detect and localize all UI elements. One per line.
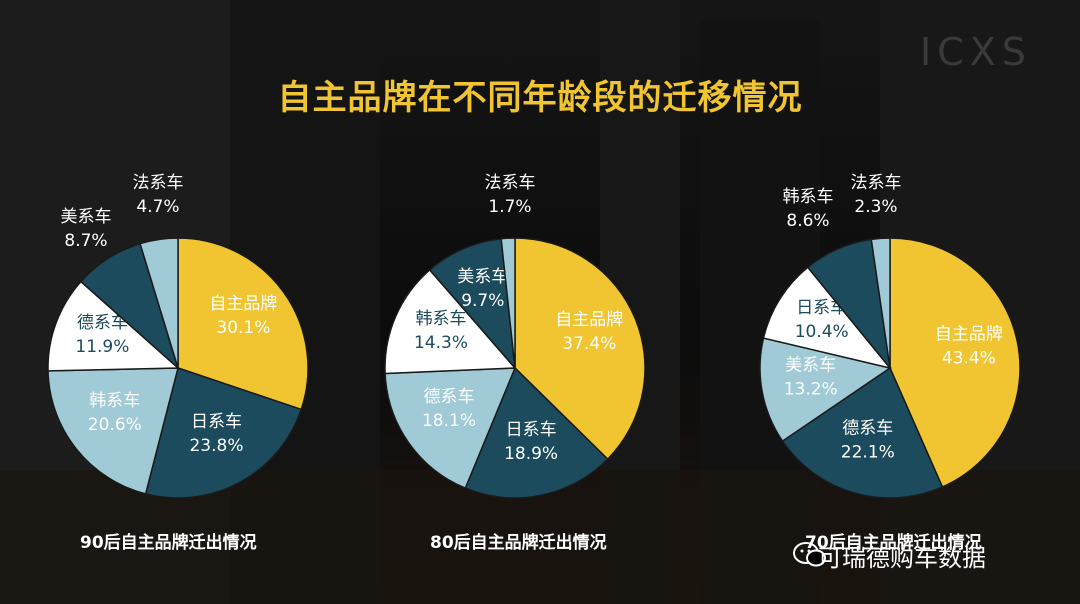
slice-label: 韩系车 — [416, 309, 467, 329]
brand-mark: ICXS — [920, 30, 1032, 74]
pie-slice — [464, 366, 609, 499]
slice-value-label: 8.7% — [64, 231, 107, 251]
pie-slice — [781, 366, 944, 499]
slice-value-label: 9.7% — [461, 291, 504, 311]
pie-slice — [889, 237, 1021, 488]
slice-value-label: 18.1% — [422, 411, 476, 431]
slice-label: 德系车 — [842, 419, 893, 439]
slice-label: 韩系车 — [89, 391, 140, 411]
watermark-text: 可瑞德购车数据 — [818, 544, 986, 572]
pie-slice — [47, 280, 180, 372]
slice-label: 美系车 — [785, 356, 836, 376]
slice-value-label: 30.1% — [216, 318, 270, 338]
slice-label: 美系车 — [457, 267, 508, 287]
pie-slice — [500, 237, 516, 369]
slice-label: 韩系车 — [783, 187, 834, 207]
pie-slice — [762, 266, 892, 370]
slice-label: 德系车 — [77, 313, 128, 333]
slice-label: 法系车 — [851, 173, 902, 193]
slice-value-label: 2.3% — [854, 197, 897, 217]
pie-slice — [384, 268, 517, 375]
slice-label: 日系车 — [506, 420, 557, 440]
pie-slice — [384, 367, 517, 490]
wechat-icon — [793, 542, 826, 567]
slice-label: 德系车 — [424, 387, 475, 407]
slice-value-label: 13.2% — [784, 380, 838, 400]
slice-value-label: 11.9% — [75, 337, 129, 357]
slice-label: 日系车 — [191, 412, 242, 432]
slice-value-label: 1.7% — [488, 197, 531, 217]
pie-slice — [870, 237, 891, 369]
pie-slice — [428, 237, 517, 371]
chart-caption-90s: 90后自主品牌迁出情况 — [80, 533, 257, 553]
slice-value-label: 20.6% — [88, 415, 142, 435]
slice-label: 自主品牌 — [209, 294, 277, 314]
slice-label: 法系车 — [133, 173, 184, 193]
slice-value-label: 18.9% — [504, 444, 558, 464]
slice-label: 法系车 — [485, 173, 536, 193]
slice-label: 美系车 — [61, 207, 112, 227]
slice-value-label: 8.6% — [786, 211, 829, 231]
pie-slice — [139, 237, 179, 369]
pie-slice — [759, 337, 892, 443]
slice-label: 自主品牌 — [935, 324, 1003, 344]
slice-value-label: 43.4% — [942, 348, 996, 368]
slice-value-label: 37.4% — [562, 334, 616, 354]
slice-value-label: 4.7% — [136, 197, 179, 217]
pie-slice — [177, 237, 309, 411]
slice-value-label: 10.4% — [795, 322, 849, 342]
pie-slice — [144, 367, 303, 499]
slice-value-label: 22.1% — [841, 443, 895, 463]
slice-value-label: 23.8% — [189, 436, 243, 456]
chart-caption-70s: 70后自主品牌迁出情况 — [805, 533, 982, 553]
slice-value-label: 14.3% — [414, 333, 468, 353]
pie-slice — [514, 237, 646, 461]
page-title: 自主品牌在不同年龄段的迁移情况 — [277, 78, 803, 118]
slice-label: 自主品牌 — [555, 310, 623, 330]
slice-label: 日系车 — [796, 298, 847, 318]
pie-slice — [47, 367, 179, 495]
chart-caption-80s: 80后自主品牌迁出情况 — [430, 533, 607, 553]
